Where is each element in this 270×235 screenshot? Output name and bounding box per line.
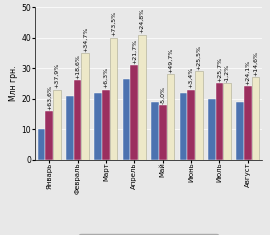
Bar xyxy=(151,102,159,160)
Text: -5,0%: -5,0% xyxy=(160,86,165,104)
Bar xyxy=(102,90,110,160)
Bar xyxy=(252,77,259,160)
Bar xyxy=(53,90,61,160)
Bar xyxy=(208,99,215,160)
Bar xyxy=(38,129,45,160)
Bar xyxy=(215,83,223,160)
Text: +34,7%: +34,7% xyxy=(83,26,88,52)
Bar xyxy=(244,86,252,160)
Bar xyxy=(195,71,202,160)
Bar xyxy=(187,90,195,160)
Text: +14,6%: +14,6% xyxy=(253,51,258,76)
Bar xyxy=(110,38,117,160)
Text: +18,6%: +18,6% xyxy=(75,54,80,79)
Text: +21,7%: +21,7% xyxy=(132,39,137,64)
Bar xyxy=(167,74,174,160)
Text: +73,5%: +73,5% xyxy=(111,11,116,36)
Text: +25,7%: +25,7% xyxy=(217,57,222,82)
Bar xyxy=(123,79,130,160)
Bar xyxy=(94,93,102,160)
Legend: 2003 г., 2004 г., 2005 г.: 2003 г., 2004 г., 2005 г. xyxy=(79,234,218,235)
Y-axis label: Млн грн.: Млн грн. xyxy=(9,66,18,101)
Text: +3,4%: +3,4% xyxy=(188,67,194,88)
Bar xyxy=(82,53,89,160)
Bar xyxy=(236,102,244,160)
Bar xyxy=(130,65,138,160)
Bar xyxy=(180,93,187,160)
Bar xyxy=(138,35,146,160)
Text: +24,1%: +24,1% xyxy=(245,60,250,85)
Text: +49,7%: +49,7% xyxy=(168,48,173,73)
Text: +24,8%: +24,8% xyxy=(140,8,144,33)
Bar xyxy=(74,80,82,160)
Text: +25,5%: +25,5% xyxy=(196,45,201,70)
Text: -1,2%: -1,2% xyxy=(225,64,230,82)
Bar xyxy=(159,105,167,160)
Text: +37,9%: +37,9% xyxy=(55,63,59,88)
Text: +63,6%: +63,6% xyxy=(47,85,52,110)
Text: +6,3%: +6,3% xyxy=(103,67,109,88)
Bar xyxy=(223,83,231,160)
Bar xyxy=(66,96,74,160)
Bar xyxy=(45,111,53,160)
